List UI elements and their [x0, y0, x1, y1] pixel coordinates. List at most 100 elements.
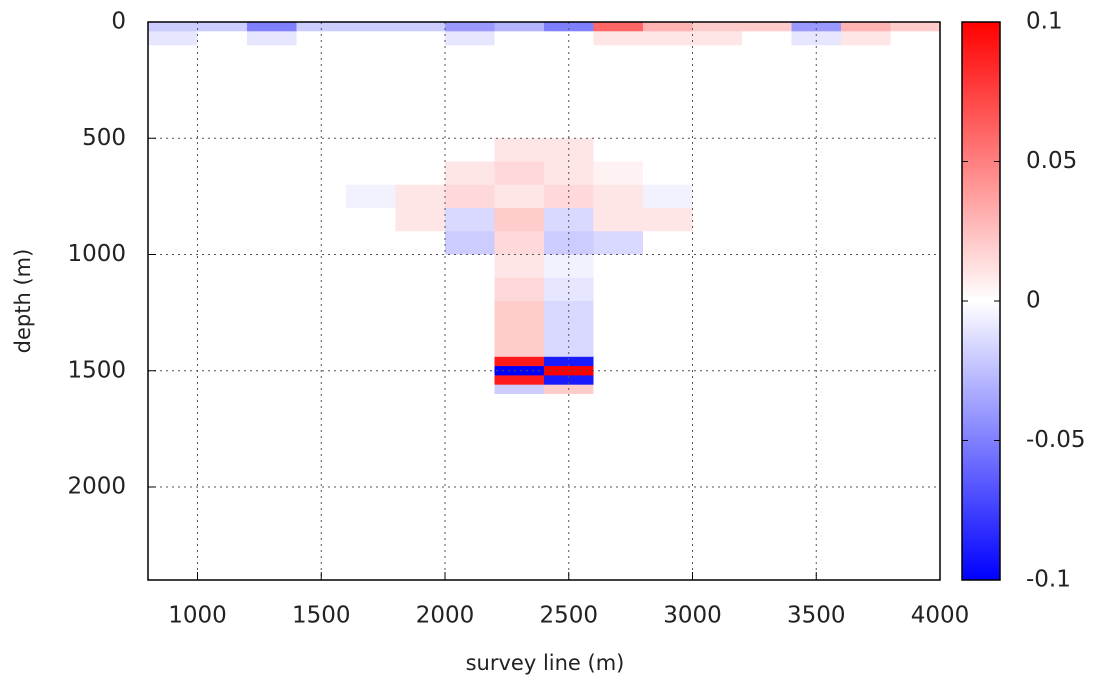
heat-cell	[346, 115, 396, 139]
heat-cell	[692, 45, 743, 69]
heat-cell	[890, 231, 941, 255]
heat-cell	[692, 417, 743, 441]
heat-cell	[247, 366, 297, 376]
heat-cell	[593, 417, 644, 441]
heat-cell	[445, 254, 495, 279]
heat-cell	[643, 324, 693, 358]
heat-cell	[841, 366, 891, 376]
heat-cell	[494, 31, 545, 46]
heat-cell	[197, 375, 248, 386]
heat-cell	[544, 91, 594, 116]
heat-cell	[445, 68, 495, 93]
heat-cell	[197, 440, 248, 465]
heat-cell	[692, 510, 743, 534]
heat-cell	[148, 440, 198, 465]
heat-cell	[643, 417, 693, 441]
heat-cell	[890, 277, 941, 302]
heat-cell	[346, 254, 396, 279]
heat-cell	[296, 138, 347, 162]
heat-cell	[346, 510, 396, 534]
heat-cell	[197, 533, 248, 558]
heat-cell	[296, 22, 347, 32]
heat-cell	[494, 463, 545, 488]
heat-cell	[643, 366, 693, 376]
heat-cell	[494, 510, 545, 534]
heat-cell	[148, 45, 198, 69]
heat-cell	[742, 45, 792, 69]
heat-cell	[346, 208, 396, 232]
heat-cell	[791, 440, 842, 465]
heat-cell	[395, 184, 446, 209]
y-tick-label: 2000	[67, 474, 126, 500]
x-tick-label: 2000	[416, 603, 475, 629]
heat-cell	[296, 45, 347, 69]
heat-cell	[445, 417, 495, 441]
heat-cell	[445, 138, 495, 162]
heat-cell	[742, 22, 792, 32]
heat-cell	[841, 45, 891, 69]
heat-cell	[296, 68, 347, 93]
heat-cell	[494, 301, 545, 325]
heat-cell	[247, 161, 297, 186]
heat-cell	[247, 556, 297, 581]
heat-cell	[742, 417, 792, 441]
heat-cell	[593, 366, 644, 376]
heat-cell	[197, 254, 248, 279]
y-tick-label: 0	[111, 9, 126, 35]
heat-cell	[148, 22, 198, 32]
heat-cell	[296, 487, 347, 511]
heat-cell	[445, 91, 495, 116]
heat-cell	[791, 277, 842, 302]
heat-cell	[593, 301, 644, 325]
heat-cell	[494, 231, 545, 255]
heat-cell	[643, 533, 693, 558]
heat-cell	[494, 375, 545, 386]
heat-cell	[841, 161, 891, 186]
heat-cell	[346, 440, 396, 465]
heat-cell	[593, 533, 644, 558]
heat-cell	[643, 356, 693, 367]
heat-cell	[544, 231, 594, 255]
heat-cell	[544, 45, 594, 69]
heat-cell	[395, 356, 446, 367]
heat-cell	[692, 487, 743, 511]
heat-cell	[346, 394, 396, 418]
heat-cell	[197, 208, 248, 232]
heat-cell	[841, 138, 891, 162]
heat-cell	[841, 556, 891, 581]
heat-cell	[692, 138, 743, 162]
heat-cell	[395, 231, 446, 255]
heat-cell	[544, 440, 594, 465]
heat-cell	[890, 68, 941, 93]
heat-cell	[593, 68, 644, 93]
heat-cell	[445, 45, 495, 69]
heat-cell	[643, 375, 693, 386]
heat-cell	[296, 301, 347, 325]
heat-cell	[544, 394, 594, 418]
heat-cell	[841, 375, 891, 386]
heat-cell	[296, 356, 347, 367]
heat-cell	[742, 510, 792, 534]
heat-cell	[148, 533, 198, 558]
heat-cell	[643, 115, 693, 139]
heat-cell	[445, 533, 495, 558]
heat-cell	[643, 510, 693, 534]
heat-cell	[296, 510, 347, 534]
heat-cell	[643, 184, 693, 209]
heat-cell	[643, 91, 693, 116]
heat-cell	[742, 138, 792, 162]
heat-cell	[346, 161, 396, 186]
heat-cell	[346, 138, 396, 162]
heat-cell	[445, 31, 495, 46]
plot-frame	[147, 21, 941, 581]
heat-cell	[593, 375, 644, 386]
heat-cell	[494, 91, 545, 116]
heat-cell	[247, 487, 297, 511]
heat-cell	[841, 301, 891, 325]
heat-cell	[346, 301, 396, 325]
heat-cell	[148, 254, 198, 279]
heat-cell	[643, 138, 693, 162]
y-tick-label: 1500	[67, 357, 126, 383]
heat-cell	[791, 510, 842, 534]
heat-cell	[494, 208, 545, 232]
